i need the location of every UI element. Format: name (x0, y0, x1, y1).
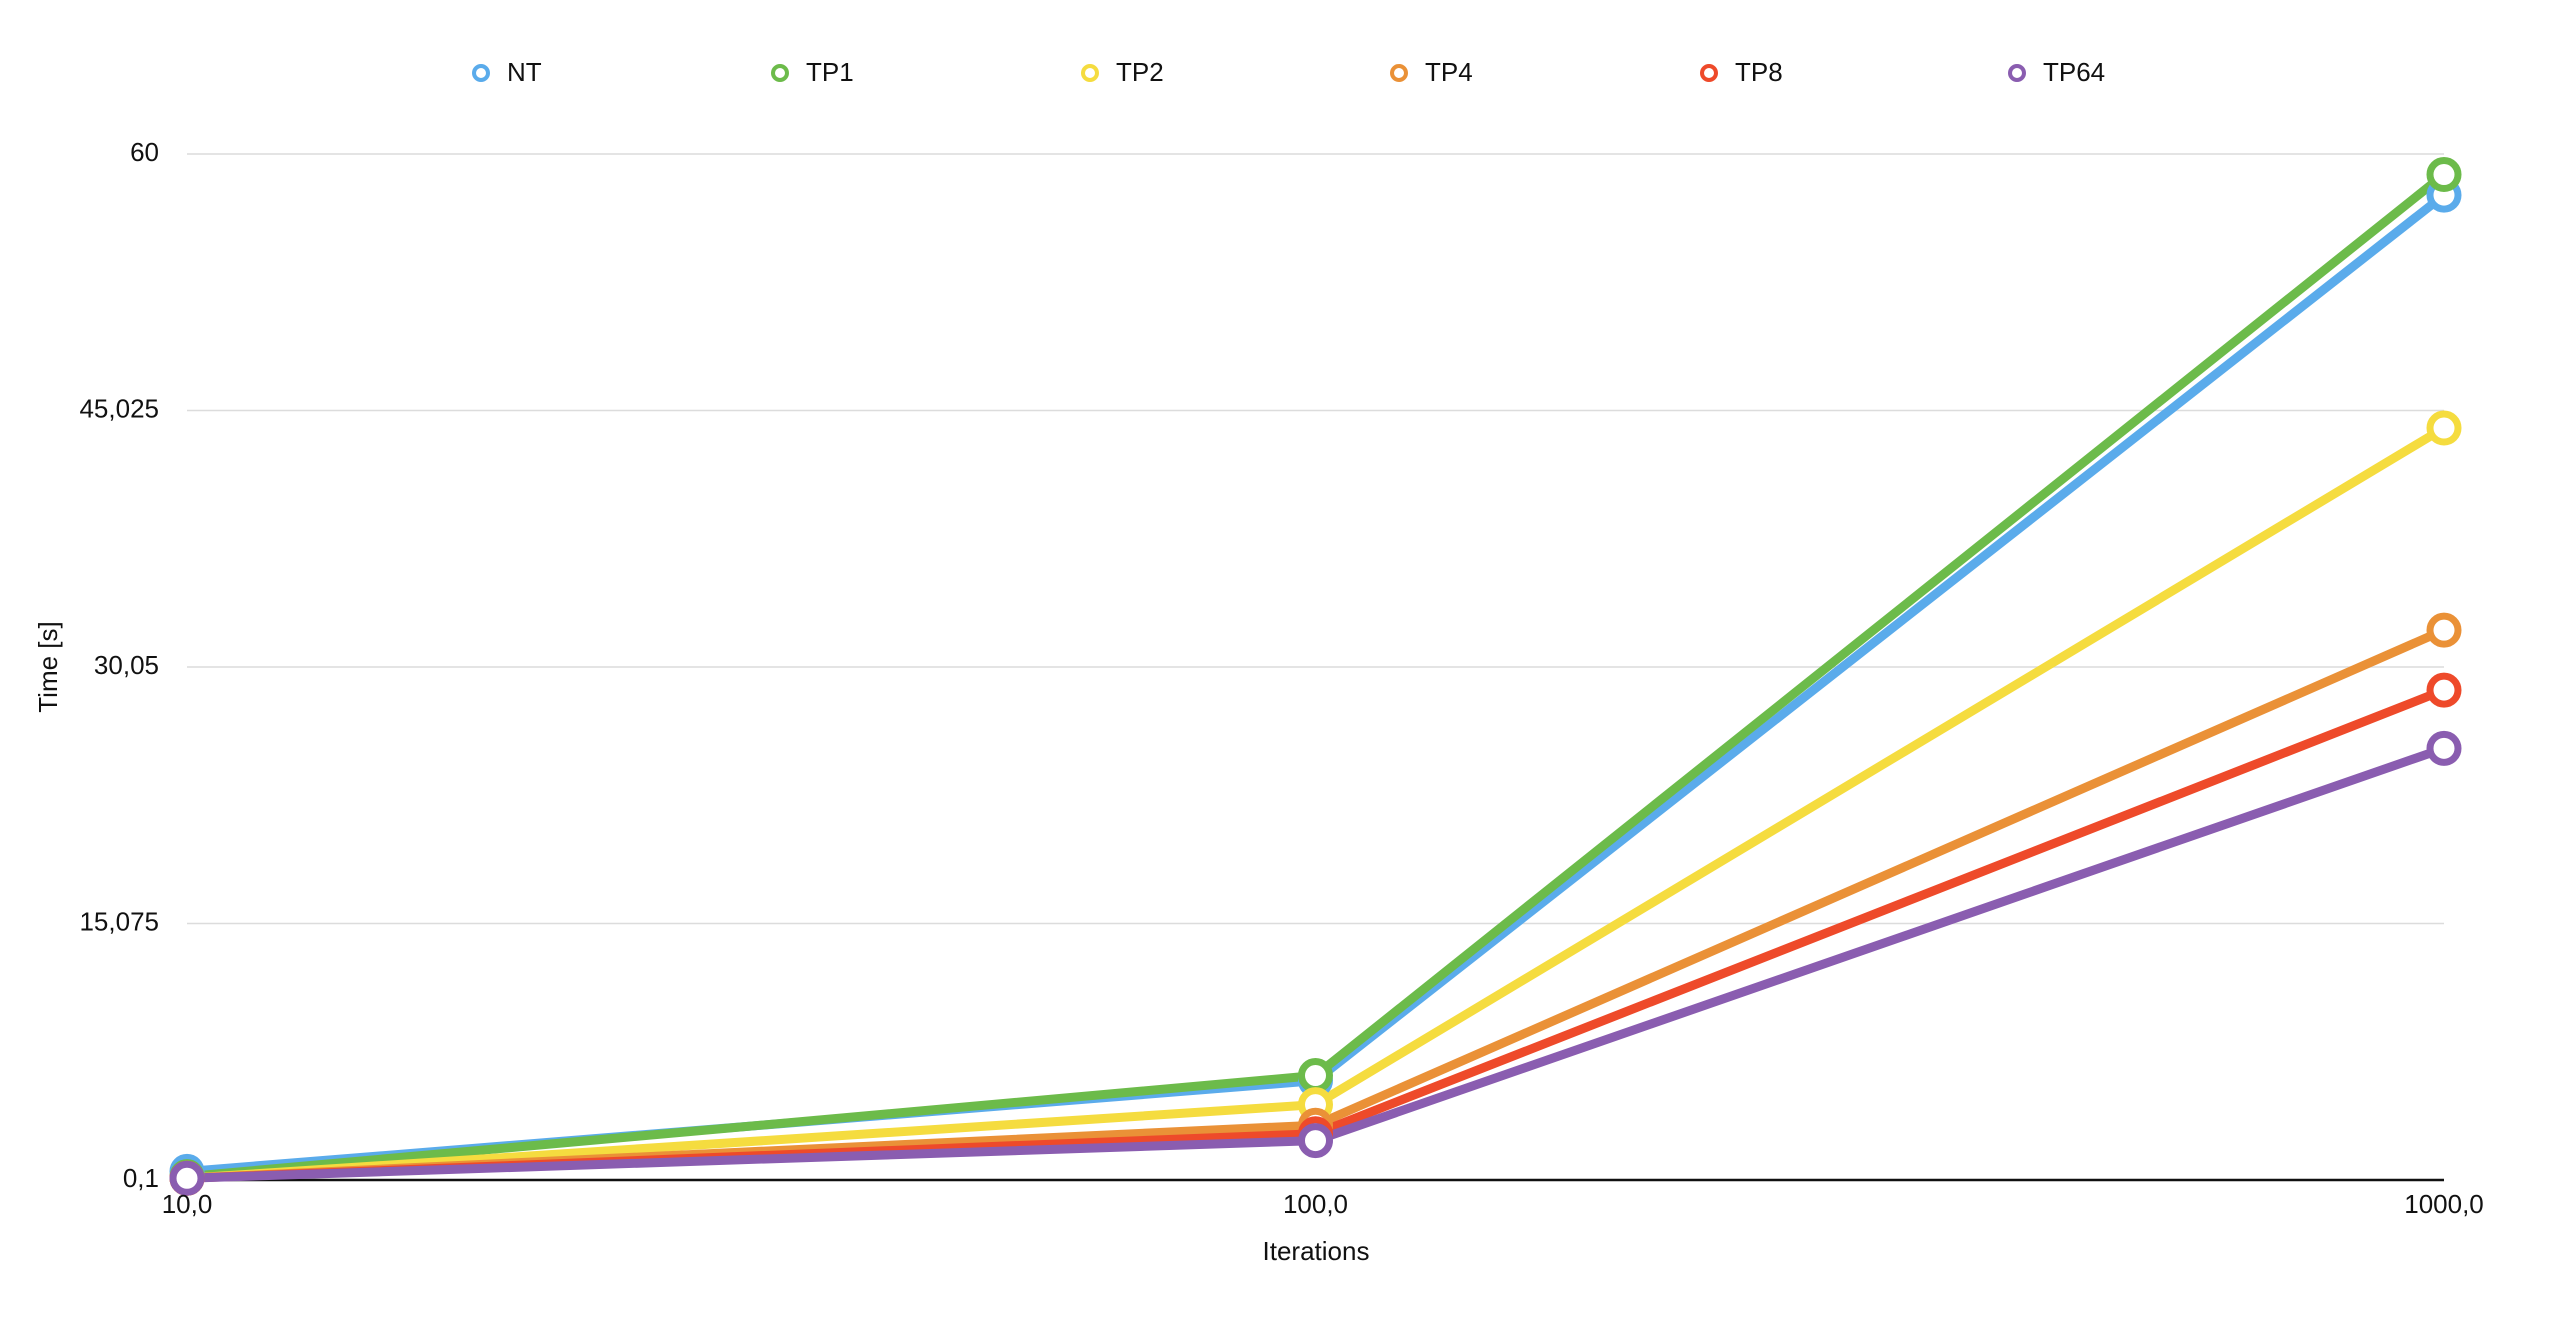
grid (187, 153, 2444, 1182)
data-point (2426, 410, 2462, 446)
legend-marker (2008, 64, 2026, 82)
series-line (186, 191, 2447, 1176)
legend-label: NT (507, 57, 542, 87)
legend-label: TP4 (1425, 57, 1473, 87)
data-point (2426, 730, 2462, 766)
x-tick-label: 1000,0 (2404, 1189, 2484, 1219)
series-line (186, 171, 2447, 1182)
x-tick-label: 100,0 (1283, 1189, 1348, 1219)
legend-label: TP2 (1116, 57, 1164, 87)
data-point (1298, 1123, 1333, 1159)
y-tick-label: 60 (130, 137, 159, 167)
data-point (2426, 672, 2462, 708)
plot-area (169, 157, 2462, 1196)
legend-label: TP8 (1735, 57, 1783, 87)
y-tick-label: 15,075 (79, 906, 159, 936)
legend-marker (1390, 64, 1408, 82)
legend-marker (771, 64, 789, 82)
y-axis-title: Time [s] (33, 621, 63, 712)
data-point (2426, 612, 2462, 648)
legend-label: TP64 (2043, 57, 2105, 87)
y-tick-label: 45,025 (79, 393, 159, 423)
legend-marker (472, 64, 490, 82)
y-tick-label: 0,1 (123, 1163, 159, 1193)
x-axis-title: Iterations (1263, 1236, 1370, 1266)
data-point (169, 1160, 205, 1196)
legend-label: TP1 (806, 57, 854, 87)
legend-marker (1700, 64, 1718, 82)
legend-marker (1081, 64, 1099, 82)
x-tick-label: 10,0 (162, 1189, 213, 1219)
data-point (1298, 1058, 1333, 1094)
y-tick-label: 30,05 (94, 650, 159, 680)
data-point (2426, 157, 2462, 193)
